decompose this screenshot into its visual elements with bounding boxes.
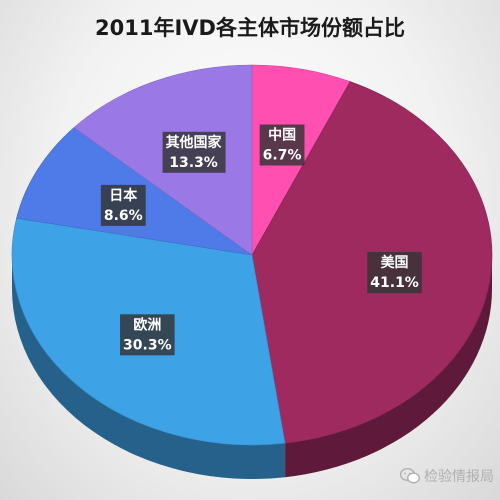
slice-1-label: 美国 41.1% [367, 252, 422, 294]
chart-title: 2011年IVD各主体市场份额占比 [95, 16, 405, 40]
slice-3-label-box [100, 184, 146, 226]
slice-2-side [12, 255, 286, 480]
slice-4-label: 其他国家 13.3% [162, 131, 226, 173]
slice-3-name: 日本 [109, 187, 138, 204]
slice-0-label-box [259, 124, 305, 166]
slice-4-percent: 13.3% [169, 155, 218, 171]
slice-1-name: 美国 [381, 254, 409, 271]
slice-2-name: 欧洲 [133, 316, 161, 333]
slice-1-percent: 41.1% [370, 275, 419, 291]
slice-0-percent: 6.7% [263, 148, 302, 164]
slice-0-label: 中国 6.7% [259, 124, 305, 166]
watermark-text: 检验情报局 [424, 469, 494, 485]
slice-1-label-box [367, 252, 422, 294]
slice-2-label-box [120, 314, 175, 356]
slice-1-side [285, 255, 492, 478]
slice-0-name: 中国 [268, 127, 296, 144]
watermark: 检验情报局 [400, 466, 494, 486]
slice-2-label: 欧洲 30.3% [120, 314, 175, 356]
slice-2-percent: 30.3% [123, 337, 172, 353]
slice-3-percent: 8.6% [104, 208, 143, 224]
slice-4-name: 其他国家 [166, 134, 223, 151]
slice-4-label-box [162, 131, 226, 173]
slice-3-label: 日本 8.6% [100, 184, 146, 226]
wechat-icon [400, 468, 420, 484]
